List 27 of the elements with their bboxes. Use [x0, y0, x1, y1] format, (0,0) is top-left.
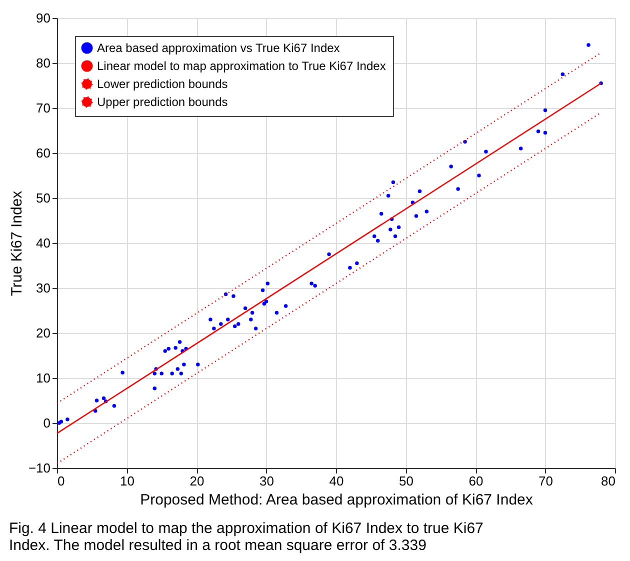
y-tick-label: 20	[36, 326, 50, 340]
x-tick-label: 0	[58, 474, 65, 488]
legend-label: Linear model to map approximation to True Ki67 Index	[97, 59, 386, 73]
y-axis-title: True Ki67 Index	[8, 190, 26, 296]
x-tick-label: 50	[399, 474, 414, 488]
x-tick-label: 70	[538, 474, 553, 488]
x-tick-label: 10	[120, 474, 134, 488]
y-tick-label: −10	[28, 460, 50, 476]
y-tick-label: 10	[36, 370, 50, 386]
caption: Fig. 4 Linear model to map the approximation of Ki67 Index to true Ki67 Index. The model resulted in a root mean square error of 3.339	[8, 520, 484, 554]
x-axis-title: Proposed Method: Area based approximation of Ki67 Index	[140, 492, 534, 508]
legend-label: Upper prediction bounds	[97, 95, 228, 109]
x-tick-label: 80	[601, 474, 616, 488]
y-tick-label: 90	[36, 10, 50, 26]
y-tick-label: 60	[36, 146, 50, 160]
y-tick-label: 70	[36, 100, 50, 116]
y-tick-label: 40	[36, 236, 50, 250]
legend-label: Lower prediction bounds	[97, 77, 228, 91]
y-tick-label: 30	[36, 280, 50, 296]
y-tick-label: 50	[36, 190, 50, 206]
x-tick-label: 30	[260, 474, 274, 488]
y-tick-label: 80	[36, 56, 50, 70]
y-tick-label: 0	[43, 416, 50, 430]
legend-label: Area based approximation vs True Ki67 Index	[97, 41, 340, 55]
x-tick-label: 60	[468, 474, 484, 488]
x-tick-label: 40	[329, 474, 344, 488]
x-tick-label: 20	[190, 474, 204, 488]
